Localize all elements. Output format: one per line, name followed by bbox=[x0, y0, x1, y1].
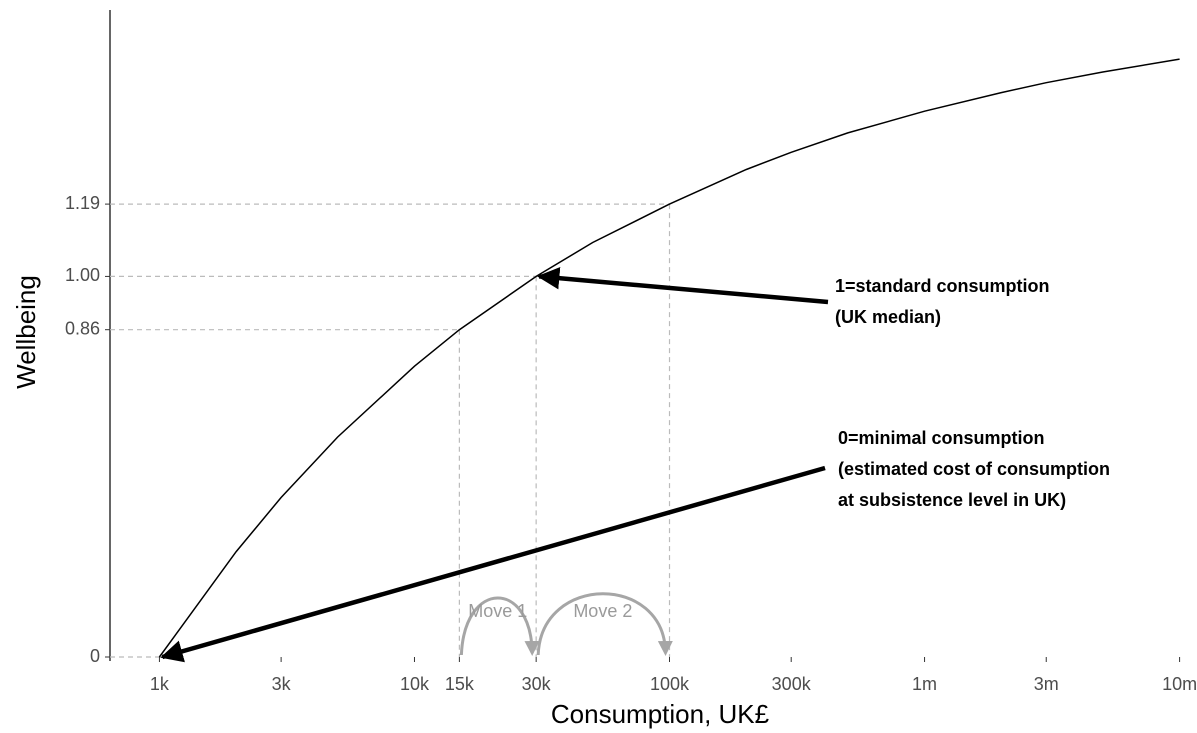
annotation-text: (estimated cost of consumption bbox=[838, 459, 1110, 479]
move-label: Move 2 bbox=[573, 601, 632, 621]
x-tick-label: 15k bbox=[445, 674, 475, 694]
y-tick-label: 1.00 bbox=[65, 265, 100, 285]
y-tick-label: 0.86 bbox=[65, 318, 100, 338]
annotation-text: 0=minimal consumption bbox=[838, 428, 1045, 448]
x-tick-label: 3m bbox=[1034, 674, 1059, 694]
x-tick-label: 3k bbox=[272, 674, 292, 694]
x-tick-label: 1m bbox=[912, 674, 937, 694]
y-axis-title: Wellbeing bbox=[11, 275, 41, 389]
y-tick-label: 1.19 bbox=[65, 193, 100, 213]
x-tick-label: 30k bbox=[522, 674, 552, 694]
annotation-text: at subsistence level in UK) bbox=[838, 490, 1066, 510]
x-tick-label: 100k bbox=[650, 674, 690, 694]
x-tick-label: 300k bbox=[772, 674, 812, 694]
x-tick-label: 1k bbox=[150, 674, 170, 694]
move-label: Move 1 bbox=[468, 601, 527, 621]
x-tick-label: 10m bbox=[1162, 674, 1197, 694]
move-arrow bbox=[536, 592, 673, 656]
wellbeing-curve bbox=[158, 58, 1180, 658]
move-arrow bbox=[459, 596, 540, 656]
x-tick-label: 10k bbox=[400, 674, 430, 694]
x-axis-title: Consumption, UK£ bbox=[551, 699, 770, 729]
annotation-arrow bbox=[160, 465, 826, 663]
annotation-text: 1=standard consumption bbox=[835, 276, 1050, 296]
annotation-text: (UK median) bbox=[835, 307, 941, 327]
annotation-arrow bbox=[536, 266, 829, 305]
y-tick-label: 0 bbox=[90, 646, 100, 666]
